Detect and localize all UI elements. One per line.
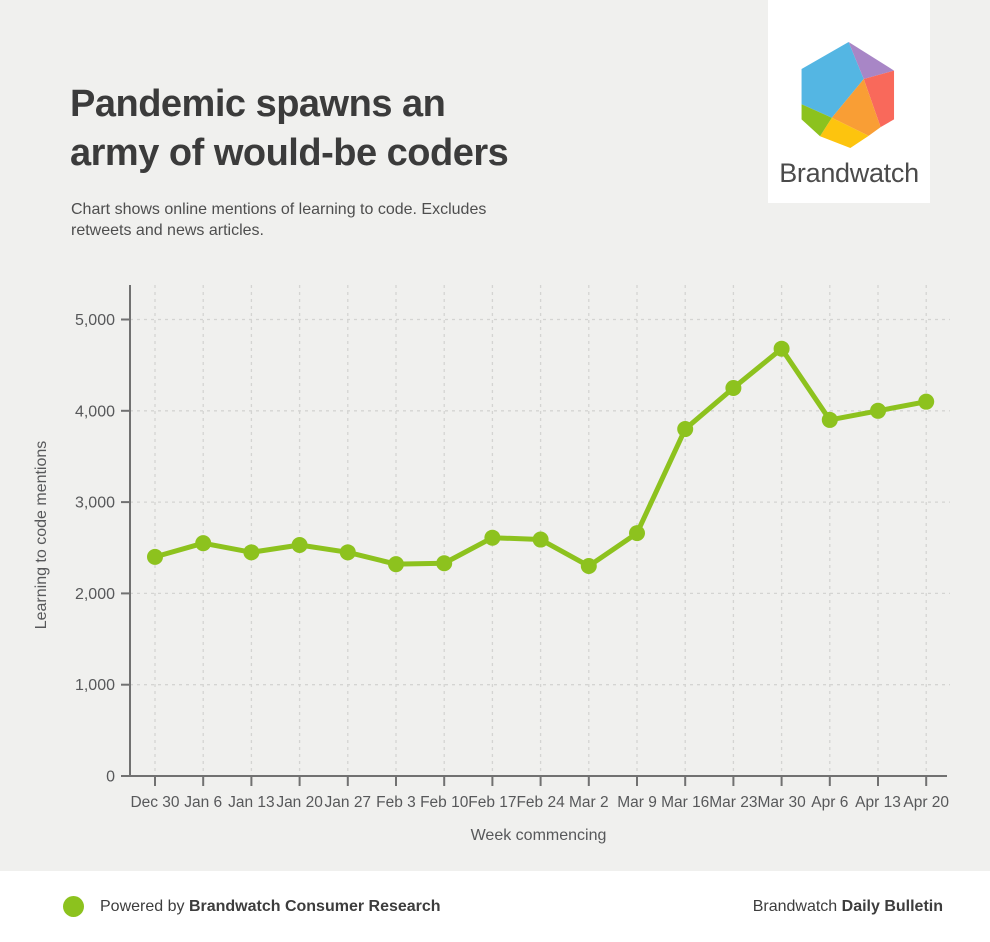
hex-facet-orange: [831, 79, 881, 136]
data-point: [147, 548, 163, 565]
hex-facet-yellow: [820, 117, 869, 148]
data-point: [773, 340, 790, 357]
x-tick-label: Jan 6: [184, 794, 222, 811]
bulletin-prefix: Brandwatch: [752, 897, 842, 915]
description-line-1: Chart shows online mentions of learning …: [71, 201, 487, 218]
x-tick-label: Apr 13: [855, 794, 901, 811]
data-point: [821, 411, 838, 428]
data-point: [195, 535, 212, 552]
data-point: [532, 531, 549, 548]
x-tick-label: Mar 30: [757, 794, 806, 811]
data-point: [484, 529, 501, 546]
powered-by-group: Powered by Brandwatch Consumer Research: [63, 896, 441, 917]
x-tick-label: Jan 20: [276, 794, 323, 811]
y-tick-label: 0: [106, 769, 115, 786]
hex-facet-green: [801, 104, 832, 137]
mentions-line-chart: 0 1,000 2,000 3,000 4,000 5,000 Dec 30 Jan 6 Jan…: [33, 285, 950, 844]
page-title: Pandemic spawns an army of would-be code…: [70, 80, 509, 178]
y-tick-label: 3,000: [75, 495, 115, 512]
data-point: [580, 558, 597, 575]
y-axis-title: Learning to code mentions: [33, 441, 50, 630]
data-point: [629, 525, 645, 542]
brandwatch-logo-card: Brandwatch: [768, 0, 930, 203]
powered-by-prefix: Powered by: [100, 897, 189, 915]
data-point: [339, 544, 356, 561]
x-tick-label: Jan 27: [325, 794, 372, 811]
x-tick-label: Apr 6: [811, 794, 848, 811]
green-dot-icon: [63, 896, 84, 917]
x-tick-label: Mar 16: [661, 794, 709, 811]
x-tick-label: Apr 20: [903, 794, 949, 811]
x-tick-label: Feb 10: [420, 794, 469, 811]
powered-by-brand: Brandwatch Consumer Research: [188, 897, 441, 915]
powered-by-text: Powered by Brandwatch Consumer Research: [100, 898, 441, 916]
hex-facet-coral: [863, 70, 895, 128]
x-tick-label: Mar 9: [617, 794, 657, 811]
y-tick-label: 4,000: [75, 403, 115, 420]
data-point: [291, 537, 308, 554]
x-tick-label: Mar 2: [569, 794, 609, 811]
y-tick-label: 5,000: [75, 312, 115, 329]
hex-facet-purple: [848, 42, 895, 80]
chart-description: Chart shows online mentions of learning …: [71, 199, 486, 241]
description-line-2: retweets and news articles.: [71, 222, 264, 239]
data-point: [243, 544, 260, 561]
x-tick-label: Mar 23: [709, 794, 757, 811]
data-point: [918, 393, 935, 410]
data-point: [677, 421, 694, 438]
footer-bar: Powered by Brandwatch Consumer Research …: [0, 871, 990, 942]
data-point: [725, 379, 742, 396]
bulletin-bold: Daily Bulletin: [841, 897, 943, 915]
x-tick-label: Feb 24: [516, 794, 565, 811]
x-tick-label: Feb 17: [468, 794, 516, 811]
brandwatch-wordmark: Brandwatch: [779, 158, 919, 188]
data-point: [870, 402, 886, 419]
daily-bulletin-text: Brandwatch Daily Bulletin: [753, 898, 943, 916]
title-line-1: Pandemic spawns an: [70, 83, 446, 125]
hex-facet-blue: [801, 42, 864, 118]
x-axis-title: Week commencing: [471, 827, 607, 844]
y-tick-label: 1,000: [75, 677, 115, 694]
y-tick-label: 2,000: [75, 586, 115, 603]
brandwatch-hexagon-icon: [801, 42, 895, 148]
title-line-2: army of would-be coders: [70, 132, 509, 174]
data-point: [436, 555, 453, 572]
x-tick-label: Dec 30: [130, 794, 179, 811]
data-point: [388, 556, 404, 573]
x-tick-label: Feb 3: [376, 794, 416, 811]
x-tick-label: Jan 13: [228, 794, 275, 811]
